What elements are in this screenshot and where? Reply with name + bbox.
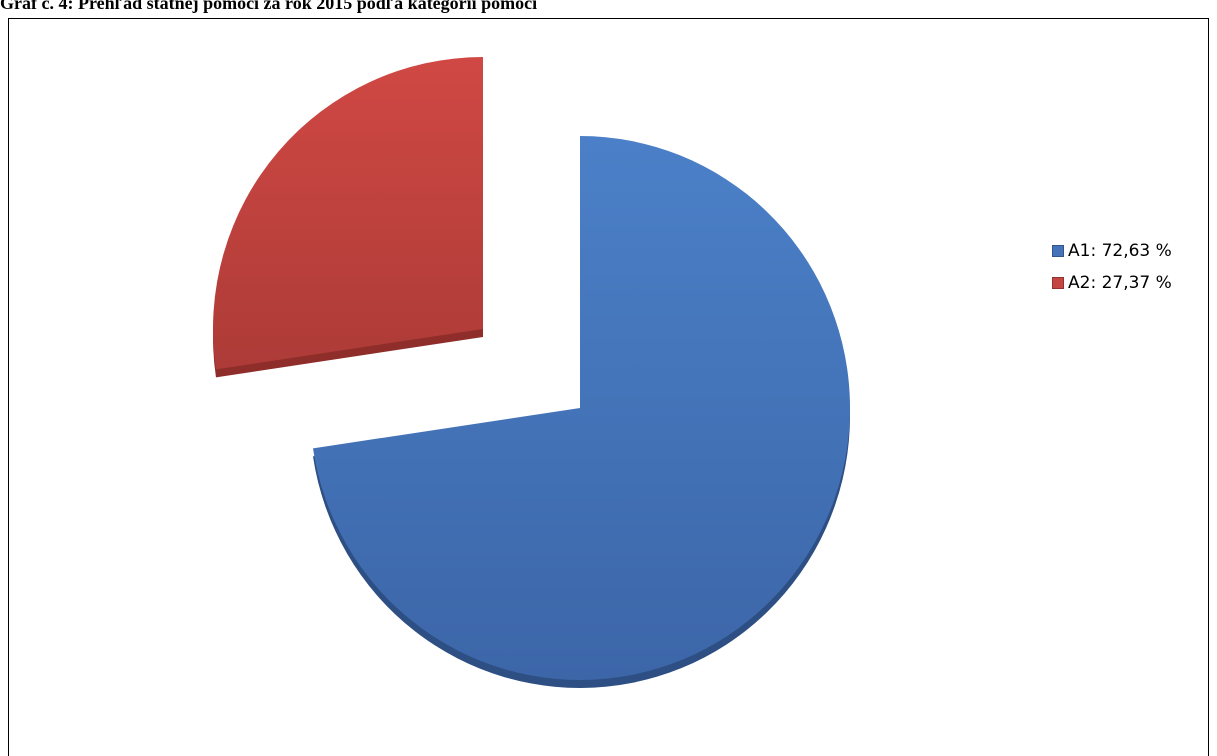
pie-slice-top-a2 [213, 57, 483, 370]
chart-title: Graf č. 4: Prehľad štátnej pomoci za rok… [0, 0, 538, 13]
pie-slice-top-a1 [312, 136, 850, 680]
legend-item-a2: A2: 27,37 % [1052, 273, 1172, 293]
legend-swatch-a1 [1052, 245, 1064, 257]
legend-label-a1: A1: 72,63 % [1068, 241, 1172, 261]
legend-label-a2: A2: 27,37 % [1068, 273, 1172, 293]
legend-item-a1: A1: 72,63 % [1052, 241, 1172, 261]
legend-swatch-a2 [1052, 277, 1064, 289]
pie-slice-a2 [213, 57, 483, 378]
legend: A1: 72,63 % A2: 27,37 % [1052, 241, 1172, 305]
pie-slice-a1 [312, 136, 850, 688]
